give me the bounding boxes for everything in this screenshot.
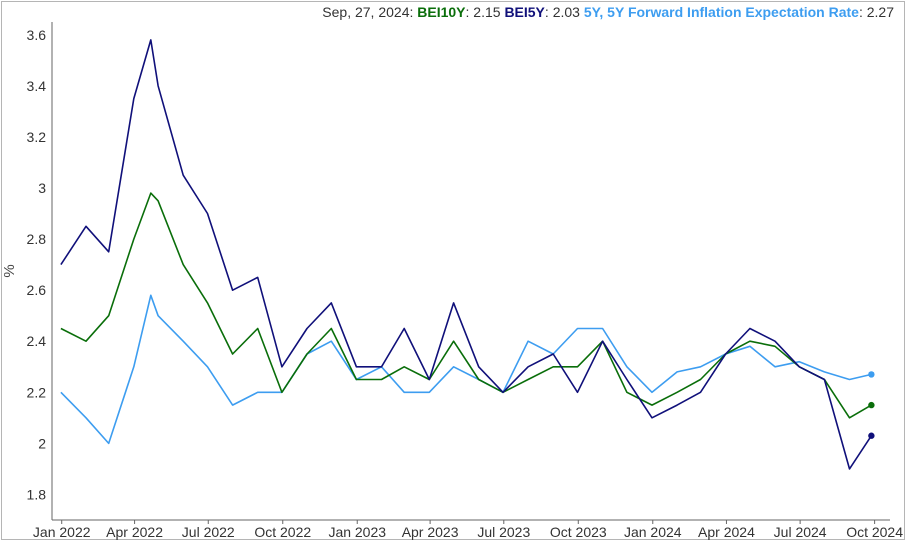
legend-date: Sep, 27, 2024 xyxy=(322,4,410,20)
series-line-bei10y xyxy=(60,192,872,419)
y-tick-label: 3.2 xyxy=(27,129,47,145)
x-tick-label: Jul 2024 xyxy=(774,524,827,540)
y-tick-label: 3.4 xyxy=(27,78,47,94)
y-tick-label: 2.4 xyxy=(27,333,47,349)
legend-value-bei5y: 2.03 xyxy=(552,4,580,20)
x-tick-label: Jul 2022 xyxy=(182,524,235,540)
series-end-marker xyxy=(868,401,875,409)
x-tick-label: Jan 2024 xyxy=(624,524,682,540)
y-tick-label: 2.6 xyxy=(27,282,47,298)
x-tick-label: Oct 2024 xyxy=(846,524,903,540)
x-tick-label: Jan 2022 xyxy=(33,524,91,540)
y-tick-label: 2.8 xyxy=(27,231,47,247)
x-tick-label: Apr 2024 xyxy=(698,524,755,540)
series-line-5y-5y-forward-inflation-expectation-rate xyxy=(60,294,872,445)
series-end-marker xyxy=(868,371,875,378)
x-tick-label: Oct 2022 xyxy=(254,524,311,540)
y-tick-label: 3.6 xyxy=(27,27,47,43)
x-tick-label: Jan 2023 xyxy=(328,524,386,540)
legend-value-bei10y: 2.15 xyxy=(473,4,501,20)
y-tick-label: 2 xyxy=(38,435,46,451)
x-tick-label: Apr 2023 xyxy=(402,524,459,540)
chart-legend: Sep, 27, 2024: BEI10Y: 2.15 BEI5Y: 2.03 … xyxy=(322,4,894,20)
series-line-bei5y xyxy=(60,39,873,470)
series-end-marker xyxy=(868,432,875,439)
y-tick-label: 1.8 xyxy=(27,486,47,502)
y-tick-label: 2.2 xyxy=(27,384,47,400)
x-tick-label: Jul 2023 xyxy=(477,524,530,540)
legend-label-5y5y: 5Y, 5Y Forward Inflation Expectation Rat… xyxy=(583,4,859,20)
x-tick-label: Apr 2022 xyxy=(106,524,163,540)
y-axis-label: % xyxy=(1,264,18,277)
x-tick-label: Oct 2023 xyxy=(550,524,607,540)
legend-value-5y5y: 2.27 xyxy=(866,4,894,20)
y-tick-label: 3 xyxy=(38,180,46,196)
legend-label-bei10y: BEI10Y xyxy=(417,4,466,20)
legend-label-bei5y: BEI5Y xyxy=(504,4,545,20)
